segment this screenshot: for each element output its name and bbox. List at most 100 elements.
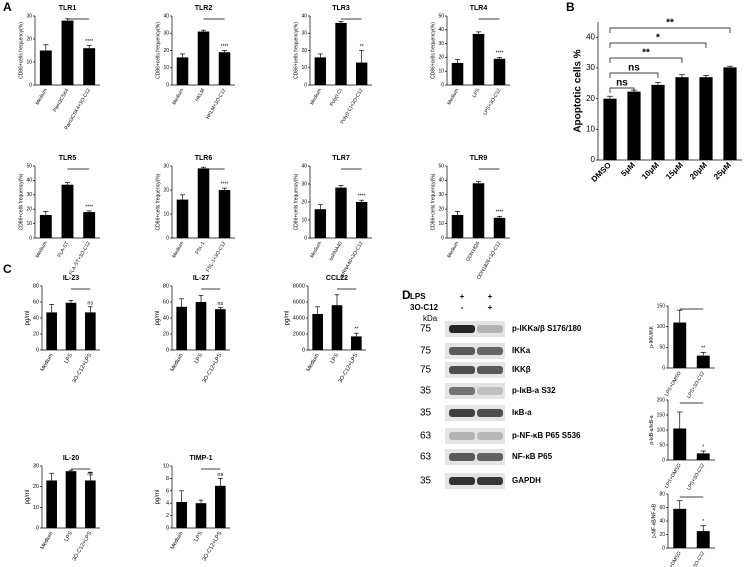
bar [312,314,323,350]
y-tick-label: 10 [438,221,444,227]
bar [176,199,189,238]
y-tick-label: 20 [438,207,444,213]
blot-band [477,432,503,440]
y-tick-label: 40 [163,315,169,321]
y-tick-label: 0 [166,235,169,241]
y-tick-label: 60 [659,505,665,511]
y-tick-label: 0 [662,545,665,551]
row-label: GAPDH [512,476,541,485]
chart-title: IL-27 [193,275,209,282]
significance-label: **** [496,210,504,216]
panel-label: D [402,288,411,302]
bar [85,312,96,350]
x-tick-label: Medium [35,241,49,259]
row-label: NF-κB P65 [512,452,553,461]
bar [696,531,710,548]
y-axis-label: p-IκB-a/IκB-a [649,415,655,444]
bar [723,67,737,160]
bar [673,508,687,548]
bar [176,57,189,85]
row-label: IκB-a [512,408,532,417]
x-tick-label: 3O-C12+LPS [202,352,224,384]
y-axis-label: pg/ml [155,311,161,326]
bar [176,306,187,350]
x-tick-label: LPS [471,87,481,99]
x-tick-label: Medium [171,241,185,259]
y-tick-label: 0 [441,82,444,88]
unit-label: kDa [423,314,438,323]
bar [83,212,96,238]
y-tick-label: 80 [33,283,39,289]
significance-label: ** [360,44,364,50]
y-tick-label: 10 [163,463,169,469]
x-tick-label: Pam3CSK4 [52,87,70,113]
y-tick-label: 80 [163,283,169,289]
x-tick-label: Poly(I:C) [329,87,344,107]
significance-label: ** [666,18,674,29]
y-axis-label: CD86+cells frequency(%) [431,173,437,230]
y-tick-label: 0 [304,235,307,241]
y-tick-label: 2000 [293,331,305,337]
x-tick-label: Medium [40,352,55,372]
bar [675,77,689,160]
significance-bracket [609,27,731,33]
y-tick-label: 10 [301,65,307,71]
blot-band [449,387,475,395]
y-tick-label: 150 [657,412,666,418]
bar [335,22,347,85]
y-tick-label: 8 [166,476,169,482]
significance-label: ** [642,48,650,59]
chart-title: TLR5 [59,155,77,162]
bar [673,428,687,460]
bar [603,98,617,160]
x-tick-label: ssRNA40+3O-C12 [339,240,365,279]
y-tick-label: 2 [166,513,169,519]
chart-title: TLR3 [332,5,350,12]
row-label: p-IKKa/β S176/180 [512,324,582,333]
kda-marker: 75 [420,346,432,357]
y-tick-label: 50 [438,163,444,169]
blot-band [477,477,503,485]
y-tick-label: 60 [163,299,169,305]
bar [335,187,347,238]
x-tick-label: ssRNA40 [328,240,344,261]
significance-label: ns [628,63,640,74]
x-tick-label: LPS [194,352,205,364]
bar [46,480,57,528]
treatment-label: LPS [410,292,426,301]
y-tick-label: 40 [26,178,32,184]
y-tick-label: 40 [586,32,595,41]
bar [39,214,52,238]
bar [195,302,207,350]
blot-band [449,432,475,440]
y-tick-label: 0 [36,525,39,531]
kda-marker: 75 [420,324,432,335]
bar [355,202,368,238]
x-tick-label: FSL-1+3O-C12 [205,240,227,273]
chart-title: TLR9 [470,155,488,162]
y-tick-label: 6 [166,488,169,494]
bar [46,312,57,350]
y-tick-label: 20 [26,207,32,213]
x-tick-label: Medium [309,241,323,259]
y-tick-label: 4000 [293,315,305,321]
significance-label: ns [217,301,223,307]
chart-title: TLR2 [195,5,213,12]
panel-label: C [3,262,12,276]
bar [197,168,210,238]
x-tick-label: ODN1826 [465,240,481,262]
y-tick-label: 0 [662,457,665,463]
y-tick-label: 6000 [293,299,305,305]
y-tick-label: 50 [26,163,32,169]
bar [451,62,464,85]
significance-bracket [609,72,659,78]
y-axis-label: CD86+cells frequency(%) [19,22,25,79]
blot-band [449,366,475,374]
bar [65,302,77,350]
y-tick-label: 100 [657,427,666,433]
blot-band [449,347,475,355]
significance-label: **** [221,44,229,50]
significance-label: **** [358,194,366,200]
chart-title: IL-23 [63,275,79,282]
bar [331,305,343,350]
